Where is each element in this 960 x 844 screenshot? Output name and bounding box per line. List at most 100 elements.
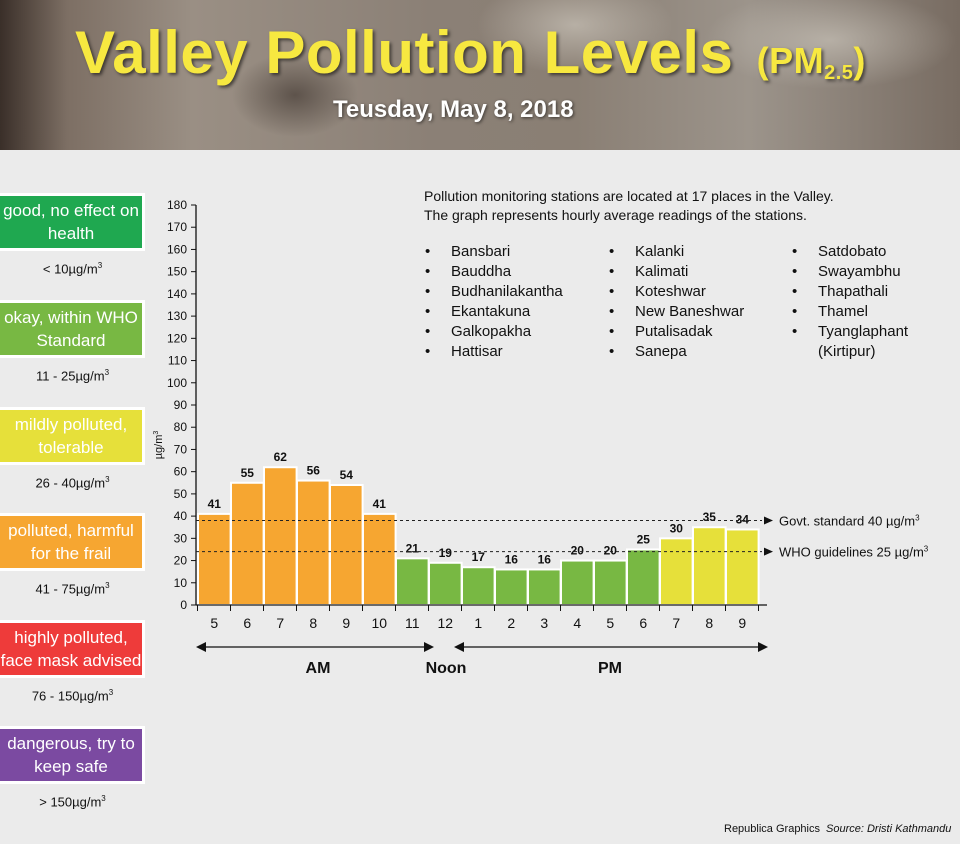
- legend-label: mildly polluted, tolerable: [0, 407, 145, 465]
- legend-label: dangerous, try to keep safe: [0, 726, 145, 784]
- legend-item: polluted, harmful for the frail 41 - 75µg…: [0, 513, 145, 596]
- bar-value-label: 35: [703, 510, 717, 524]
- bar: [461, 566, 496, 607]
- bar: [230, 481, 265, 606]
- title-pm: (PM2.5): [756, 40, 866, 84]
- bar: [362, 512, 397, 607]
- x-tick-label: 3: [540, 615, 548, 631]
- bar-value-label: 20: [571, 544, 585, 558]
- title-text: Valley Pollution Levels: [75, 19, 734, 86]
- y-tick-label: 40: [174, 509, 188, 523]
- y-tick-label: 110: [168, 354, 187, 368]
- station-item: Kalanki: [608, 242, 744, 262]
- x-tick-label: 7: [672, 615, 680, 631]
- x-tick-label: 12: [438, 615, 454, 631]
- bar: [725, 528, 760, 607]
- x-tick-label: 1: [474, 615, 482, 631]
- station-item: Tyanglaphant: [791, 322, 908, 342]
- x-tick-label: 6: [243, 615, 251, 631]
- station-item: Koteshwar: [608, 282, 744, 302]
- pm-arrow-left-icon: [454, 642, 464, 652]
- x-tick-label: 4: [573, 615, 581, 631]
- am-arrow-right-icon: [424, 642, 434, 652]
- bar-value-label: 62: [274, 450, 288, 464]
- bar: [197, 512, 232, 607]
- bar-value-label: 21: [406, 541, 420, 555]
- station-item: Thapathali: [791, 282, 908, 302]
- y-tick-label: 30: [174, 531, 188, 545]
- bar: [329, 484, 364, 606]
- y-tick-label: 90: [174, 398, 188, 412]
- legend-range: < 10µg/m3: [42, 261, 103, 277]
- date-subtitle: Teusday, May 8, 2018: [333, 96, 574, 123]
- station-item: Galkopakha: [424, 322, 563, 342]
- station-item: New Baneshwar: [608, 302, 744, 322]
- y-tick-label: 60: [174, 465, 188, 479]
- pm-label: PM: [598, 660, 622, 677]
- header-banner: Valley Pollution Levels (PM2.5) Teusday,…: [0, 0, 960, 150]
- y-tick-label: 0: [180, 598, 187, 612]
- y-tick-label: 160: [167, 242, 187, 256]
- station-list-column-3: SatdobatoSwayambhuThapathaliThamelTyangl…: [791, 242, 908, 362]
- credit-line: Republica Graphics Source: Dristi Kathman…: [724, 823, 951, 835]
- y-tick-label: 100: [167, 376, 187, 390]
- x-tick-label: 10: [372, 615, 388, 631]
- bar-value-label: 54: [340, 468, 354, 482]
- station-item: Thamel: [791, 302, 908, 322]
- x-tick-label: 6: [639, 615, 647, 631]
- bar: [395, 557, 430, 606]
- legend-label: okay, within WHO Standard: [0, 300, 145, 358]
- y-tick-label: 120: [167, 331, 187, 345]
- y-tick-label: 130: [167, 309, 187, 323]
- station-item: Putalisadak: [608, 322, 744, 342]
- y-tick-label: 70: [174, 442, 188, 456]
- x-tick-label: 8: [705, 615, 713, 631]
- y-tick-label: 140: [167, 287, 187, 301]
- legend-range: 41 - 75µg/m3: [35, 581, 110, 597]
- bar: [263, 466, 298, 606]
- station-list-column-1: BansbariBauddhaBudhanilakanthaEkantakuna…: [424, 242, 563, 362]
- bar-value-label: 55: [241, 466, 255, 480]
- reference-label: Govt. standard 40 µg/m3: [779, 514, 920, 529]
- legend-label: highly polluted, face mask advised: [0, 620, 145, 678]
- bar-value-label: 34: [736, 512, 750, 526]
- x-tick-label: 9: [342, 615, 350, 631]
- x-tick-label: 2: [507, 615, 515, 631]
- info-text: Pollution monitoring stations are locate…: [424, 187, 944, 225]
- reference-label: WHO guidelines 25 µg/m3: [779, 545, 929, 560]
- legend-item: dangerous, try to keep safe > 150µg/m3: [0, 726, 145, 809]
- legend-item: okay, within WHO Standard 11 - 25µg/m3: [0, 300, 145, 383]
- x-tick-label: 9: [738, 615, 746, 631]
- credit-graphics: Republica Graphics: [724, 823, 820, 835]
- legend-range: 76 - 150µg/m3: [31, 688, 114, 704]
- legend-item: highly polluted, face mask advised 76 - 1…: [0, 620, 145, 703]
- station-item: Satdobato: [791, 242, 908, 262]
- legend-item: good, no effect on health < 10µg/m3: [0, 193, 145, 276]
- y-tick-label: 180: [167, 198, 187, 212]
- bar-value-label: 56: [307, 464, 321, 478]
- y-tick-label: 170: [167, 220, 187, 234]
- y-tick-label: 80: [174, 420, 188, 434]
- bar-value-label: 16: [505, 552, 519, 566]
- am-label: AM: [306, 660, 331, 677]
- info-line-1: Pollution monitoring stations are locate…: [424, 188, 834, 204]
- am-arrow-left-icon: [196, 642, 206, 652]
- station-item: Budhanilakantha: [424, 282, 563, 302]
- legend-item: mildly polluted, tolerable 26 - 40µg/m3: [0, 407, 145, 490]
- legend-range: > 150µg/m3: [39, 794, 106, 810]
- station-list-column-2: KalankiKalimatiKoteshwarNew BaneshwarPut…: [608, 242, 744, 362]
- bar-value-label: 17: [472, 550, 486, 564]
- station-item: Bauddha: [424, 262, 563, 282]
- y-tick-label: 10: [174, 576, 188, 590]
- bar-value-label: 41: [373, 497, 387, 511]
- bar: [527, 568, 562, 607]
- info-line-2: The graph represents hourly average read…: [424, 207, 807, 223]
- bar: [560, 559, 595, 606]
- legend-range: 11 - 25µg/m3: [35, 368, 110, 384]
- station-item: Kalimati: [608, 262, 744, 282]
- bar: [692, 526, 727, 607]
- x-tick-label: 7: [276, 615, 284, 631]
- pm-arrow-right-icon: [758, 642, 768, 652]
- x-tick-label: 5: [210, 615, 218, 631]
